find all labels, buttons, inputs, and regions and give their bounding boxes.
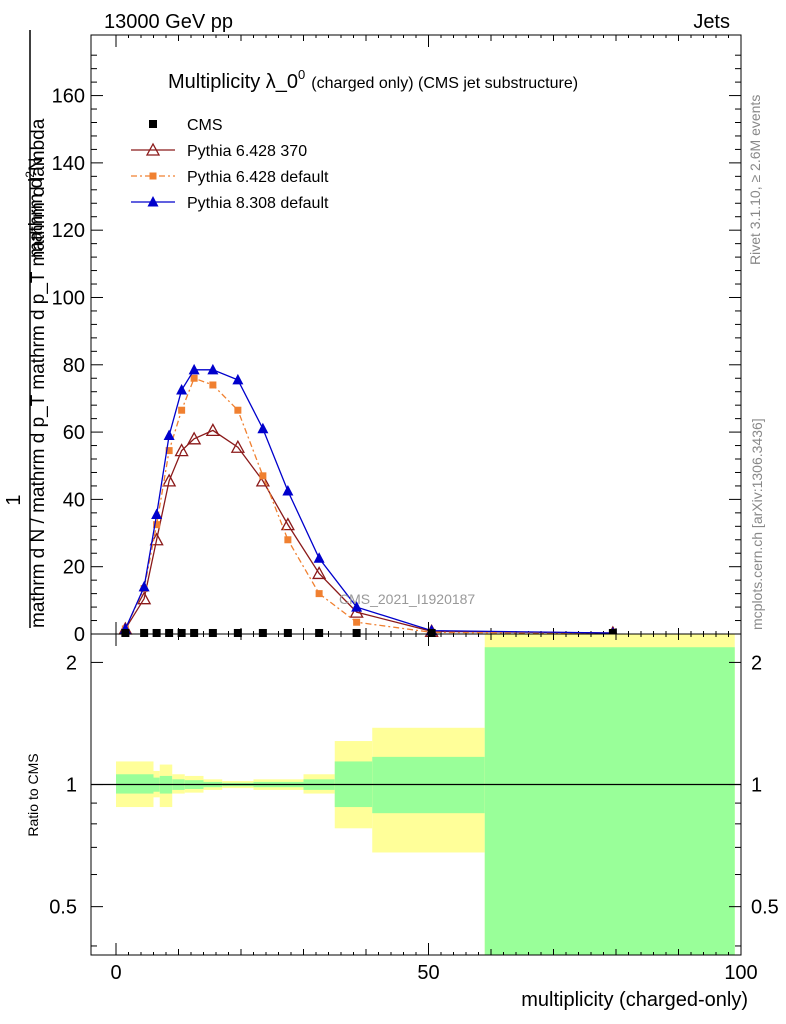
point-cms [283, 628, 292, 637]
category-label: Jets [693, 11, 730, 33]
legend-marker-pythia-6-428-370 [145, 142, 161, 156]
point-cms [258, 628, 267, 637]
x-tick-label: 0 [110, 962, 121, 984]
point-pythia-6-428-370 [312, 566, 327, 580]
chart-title-main: Multiplicity λ_0 [168, 71, 298, 93]
rivet-label: Rivet 3.1.10, ≥ 2.6M events [747, 95, 763, 265]
point-pythia-8-308-default [176, 384, 188, 395]
legend-label-pythia-6-428-370: Pythia 6.428 370 [187, 143, 307, 160]
point-pythia-6-428-default [259, 472, 267, 480]
ratio-panel: 0 50 100 0.5 0.5 1 1 2 2 [49, 633, 779, 984]
point-pythia-6-428-370 [280, 517, 295, 531]
point-pythia-8-308-default [351, 601, 363, 612]
y-tick-label: 60 [63, 422, 85, 444]
y-tick-label: 120 [52, 220, 85, 242]
energy-label: 13000 GeV pp [104, 11, 233, 33]
series-line-pythia-6-428-370 [124, 429, 613, 634]
point-pythia-8-308-default [138, 580, 150, 592]
point-pythia-6-428-370 [162, 473, 177, 487]
point-cms [315, 628, 324, 637]
legend-label-pythia-6-428-default: Pythia 6.428 default [187, 169, 329, 186]
point-cms [190, 628, 199, 637]
y-tick-label: 0 [74, 624, 85, 646]
point-cms [233, 628, 242, 637]
y-tick-label: 40 [63, 489, 85, 511]
point-pythia-8-308-default [151, 508, 163, 520]
point-pythia-8-308-default [257, 422, 269, 434]
point-pythia-6-428-370 [137, 591, 152, 605]
point-pythia-6-428-370 [187, 431, 202, 445]
y-axis-label-one: 1 [3, 494, 25, 505]
point-cms [352, 628, 361, 637]
y-tick-label: 80 [63, 355, 85, 377]
ratio-tick-label-right: 2 [751, 652, 762, 674]
legend-label-cms: CMS [187, 117, 223, 134]
legend: CMS Pythia 6.428 370 Pythia 6.428 default P… [131, 117, 329, 212]
x-axis-label: multiplicity (charged-only) [521, 989, 748, 1011]
chart-title-sup: 0 [298, 67, 305, 82]
y-axis-label: 1 mathrm d2N mathrm d N / mathrm d p_T m… [3, 30, 49, 628]
ratio-tick-label-left: 0.5 [49, 897, 77, 919]
y-axis-label-denominator: mathrm d N / mathrm d p_T mathrm d p_T m… [28, 118, 49, 628]
y-tick-label: 20 [63, 557, 85, 579]
point-pythia-8-308-default [282, 484, 294, 496]
main-panel: 0 20 40 60 80 100 120 140 160 [52, 34, 742, 646]
ratio-tick-label-right: 0.5 [751, 897, 779, 919]
point-pythia-6-428-default [234, 406, 242, 414]
point-pythia-6-428-370 [230, 439, 245, 453]
point-pythia-6-428-370 [349, 604, 364, 618]
point-pythia-8-308-default [188, 363, 200, 375]
point-pythia-6-428-370 [205, 423, 220, 437]
y-tick-label: 100 [52, 287, 85, 309]
legend-marker-pythia-8-308-default [147, 196, 159, 207]
ratio-band-stat-0 [116, 774, 154, 794]
point-cms [121, 628, 130, 637]
y-axis-label-numerator-n: N [26, 157, 47, 171]
point-pythia-8-308-default [232, 373, 244, 385]
mcplots-label: mcplots.cern.ch [arXiv:1306.3436] [749, 418, 765, 630]
y-tick-label: 160 [52, 86, 85, 108]
ratio-tick-label-left: 2 [66, 652, 77, 674]
ratio-tick-label-right: 1 [751, 775, 762, 797]
series-line-pythia-8-308-default [124, 369, 613, 634]
legend-label-pythia-8-308-default: Pythia 8.308 default [187, 195, 329, 212]
point-cms [208, 628, 217, 637]
analysis-tag: CMS_2021_I1920187 [339, 591, 475, 607]
series-line-pythia-6-428-default [124, 377, 613, 634]
point-pythia-6-428-370 [174, 443, 189, 457]
point-pythia-8-308-default [207, 363, 219, 375]
legend-marker-cms [149, 120, 157, 128]
y-tick-label: 140 [52, 153, 85, 175]
ratio-y-axis-label: Ratio to CMS [25, 753, 41, 836]
x-tick-label: 100 [724, 962, 757, 984]
point-pythia-6-428-default [209, 381, 217, 389]
ratio-tick-label-left: 1 [66, 775, 77, 797]
x-tick-label: 50 [417, 962, 439, 984]
point-cms [165, 628, 174, 637]
point-pythia-6-428-default [165, 447, 173, 455]
point-pythia-6-428-370 [255, 473, 270, 487]
legend-marker-pythia-6-428-default [149, 172, 157, 180]
chart-title-sub: (charged only) (CMS jet substructure) [311, 75, 578, 92]
point-pythia-6-428-default [353, 618, 361, 626]
y-axis-label-numerator-d: mathrm d [26, 178, 47, 258]
point-pythia-6-428-default [178, 406, 186, 414]
point-cms [152, 628, 161, 637]
point-pythia-6-428-default [315, 590, 323, 598]
point-cms [140, 628, 149, 637]
point-pythia-6-428-default [153, 521, 161, 529]
point-cms [427, 628, 436, 637]
chart-title: Multiplicity λ_00 (charged only) (CMS jet… [168, 67, 578, 93]
point-pythia-6-428-default [190, 374, 198, 382]
point-pythia-8-308-default [163, 429, 175, 440]
point-pythia-8-308-default [313, 552, 325, 563]
point-cms [177, 628, 186, 637]
point-pythia-6-428-default [284, 536, 292, 544]
point-cms [608, 628, 617, 637]
ratio-band-stat-11 [484, 647, 735, 955]
